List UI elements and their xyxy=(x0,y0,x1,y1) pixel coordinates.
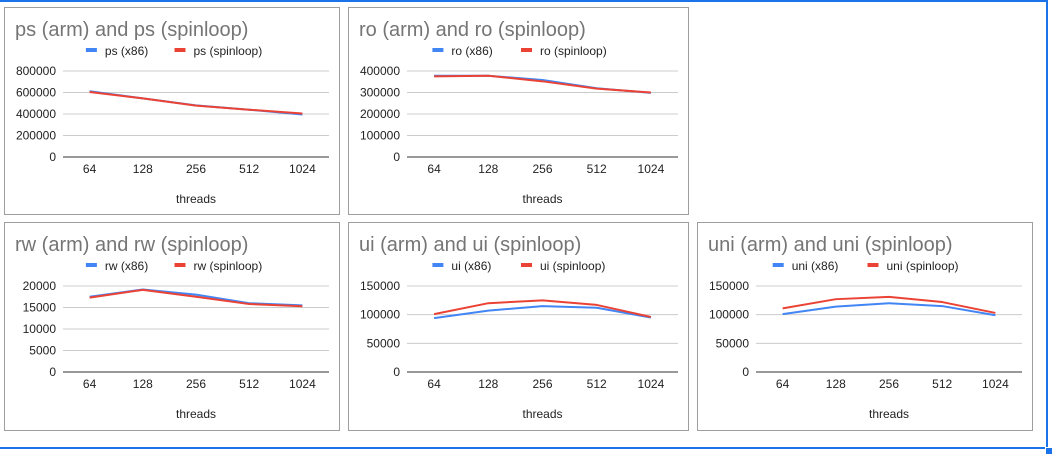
y-tick-label: 400000 xyxy=(360,64,400,78)
y-tick-label: 0 xyxy=(393,150,400,164)
chart-svg: ui (arm) and ui (spinloop) ui (x86) ui (sp… xyxy=(349,223,690,432)
x-tick-label: 1024 xyxy=(638,162,665,176)
legend-label: uni (x86) xyxy=(792,259,839,273)
series-line-spinloop xyxy=(434,76,651,93)
legend-swatch xyxy=(521,48,532,52)
x-axis-title: threads xyxy=(522,192,562,206)
legend-label: rw (spinloop) xyxy=(194,259,263,273)
x-tick-label: 512 xyxy=(587,162,607,176)
chart-svg: uni (arm) and uni (spinloop) uni (x86) uni… xyxy=(698,223,1034,432)
y-tick-label: 50000 xyxy=(367,336,401,350)
x-tick-label: 1024 xyxy=(289,377,316,391)
y-tick-label: 50000 xyxy=(716,336,750,350)
y-tick-label: 150000 xyxy=(709,279,749,293)
chart-ro[interactable]: ro (arm) and ro (spinloop) ro (x86) ro (sp… xyxy=(348,7,689,215)
y-tick-label: 600000 xyxy=(16,86,56,100)
x-tick-label: 512 xyxy=(239,377,259,391)
legend-label: uni (spinloop) xyxy=(887,259,959,273)
x-axis-title: threads xyxy=(176,407,216,421)
chart-rw[interactable]: rw (arm) and rw (spinloop) rw (x86) rw (sp… xyxy=(4,222,340,431)
x-tick-label: 64 xyxy=(776,377,790,391)
y-tick-label: 400000 xyxy=(16,107,56,121)
chart-title: uni (arm) and uni (spinloop) xyxy=(708,234,953,256)
chart-svg: ps (arm) and ps (spinloop) ps (x86) ps (sp… xyxy=(5,8,341,216)
legend-swatch xyxy=(521,263,532,267)
x-axis-title: threads xyxy=(869,407,909,421)
y-tick-label: 20000 xyxy=(23,279,57,293)
x-tick-label: 1024 xyxy=(982,377,1009,391)
y-tick-label: 200000 xyxy=(16,129,56,143)
legend-swatch xyxy=(773,263,784,267)
legend-swatch xyxy=(432,48,443,52)
y-tick-label: 15000 xyxy=(23,301,57,315)
x-tick-label: 512 xyxy=(239,162,259,176)
x-tick-label: 256 xyxy=(186,377,206,391)
chart-uni[interactable]: uni (arm) and uni (spinloop) uni (x86) uni… xyxy=(697,222,1033,431)
x-tick-label: 128 xyxy=(133,377,153,391)
chart-title: ui (arm) and ui (spinloop) xyxy=(359,234,581,256)
legend-swatch xyxy=(86,48,97,52)
y-tick-label: 800000 xyxy=(16,64,56,78)
y-tick-label: 0 xyxy=(393,365,400,379)
y-tick-label: 10000 xyxy=(23,322,57,336)
x-tick-label: 64 xyxy=(427,377,441,391)
y-tick-label: 100000 xyxy=(360,129,400,143)
legend-swatch xyxy=(175,48,186,52)
x-tick-label: 64 xyxy=(83,377,97,391)
y-tick-label: 150000 xyxy=(360,279,400,293)
x-tick-label: 128 xyxy=(826,377,846,391)
chart-title: rw (arm) and rw (spinloop) xyxy=(15,234,248,256)
chart-svg: rw (arm) and rw (spinloop) rw (x86) rw (sp… xyxy=(5,223,341,432)
legend-label: ps (x86) xyxy=(105,44,148,58)
chart-ui[interactable]: ui (arm) and ui (spinloop) ui (x86) ui (sp… xyxy=(348,222,689,431)
x-tick-label: 128 xyxy=(133,162,153,176)
chart-title: ro (arm) and ro (spinloop) xyxy=(359,19,586,41)
x-axis-title: threads xyxy=(522,407,562,421)
legend-swatch xyxy=(868,263,879,267)
y-tick-label: 200000 xyxy=(360,107,400,121)
legend-label: rw (x86) xyxy=(105,259,148,273)
x-tick-label: 64 xyxy=(427,162,441,176)
legend-swatch xyxy=(175,263,186,267)
x-axis-title: threads xyxy=(176,192,216,206)
y-tick-label: 100000 xyxy=(709,308,749,322)
y-tick-label: 0 xyxy=(742,365,749,379)
chart-title: ps (arm) and ps (spinloop) xyxy=(15,19,248,41)
legend-label: ro (spinloop) xyxy=(540,44,607,58)
legend-swatch xyxy=(86,263,97,267)
chart-ps[interactable]: ps (arm) and ps (spinloop) ps (x86) ps (sp… xyxy=(4,7,340,215)
series-line-x86 xyxy=(783,303,996,315)
legend-swatch xyxy=(432,263,443,267)
y-tick-label: 0 xyxy=(49,150,56,164)
legend-label: ro (x86) xyxy=(451,44,492,58)
x-tick-label: 1024 xyxy=(638,377,665,391)
x-tick-label: 256 xyxy=(186,162,206,176)
x-tick-label: 512 xyxy=(932,377,952,391)
series-line-spinloop xyxy=(90,92,303,114)
x-tick-label: 64 xyxy=(83,162,97,176)
x-tick-label: 1024 xyxy=(289,162,316,176)
x-tick-label: 512 xyxy=(587,377,607,391)
y-tick-label: 5000 xyxy=(29,344,56,358)
legend-label: ui (spinloop) xyxy=(540,259,605,273)
chart-svg: ro (arm) and ro (spinloop) ro (x86) ro (sp… xyxy=(349,8,690,216)
resize-handle[interactable] xyxy=(1045,447,1052,455)
x-tick-label: 256 xyxy=(532,377,552,391)
x-tick-label: 256 xyxy=(532,162,552,176)
x-tick-label: 128 xyxy=(478,377,498,391)
x-tick-label: 256 xyxy=(879,377,899,391)
legend-label: ps (spinloop) xyxy=(194,44,263,58)
legend-label: ui (x86) xyxy=(451,259,491,273)
x-tick-label: 128 xyxy=(478,162,498,176)
y-tick-label: 300000 xyxy=(360,86,400,100)
y-tick-label: 100000 xyxy=(360,308,400,322)
y-tick-label: 0 xyxy=(49,365,56,379)
